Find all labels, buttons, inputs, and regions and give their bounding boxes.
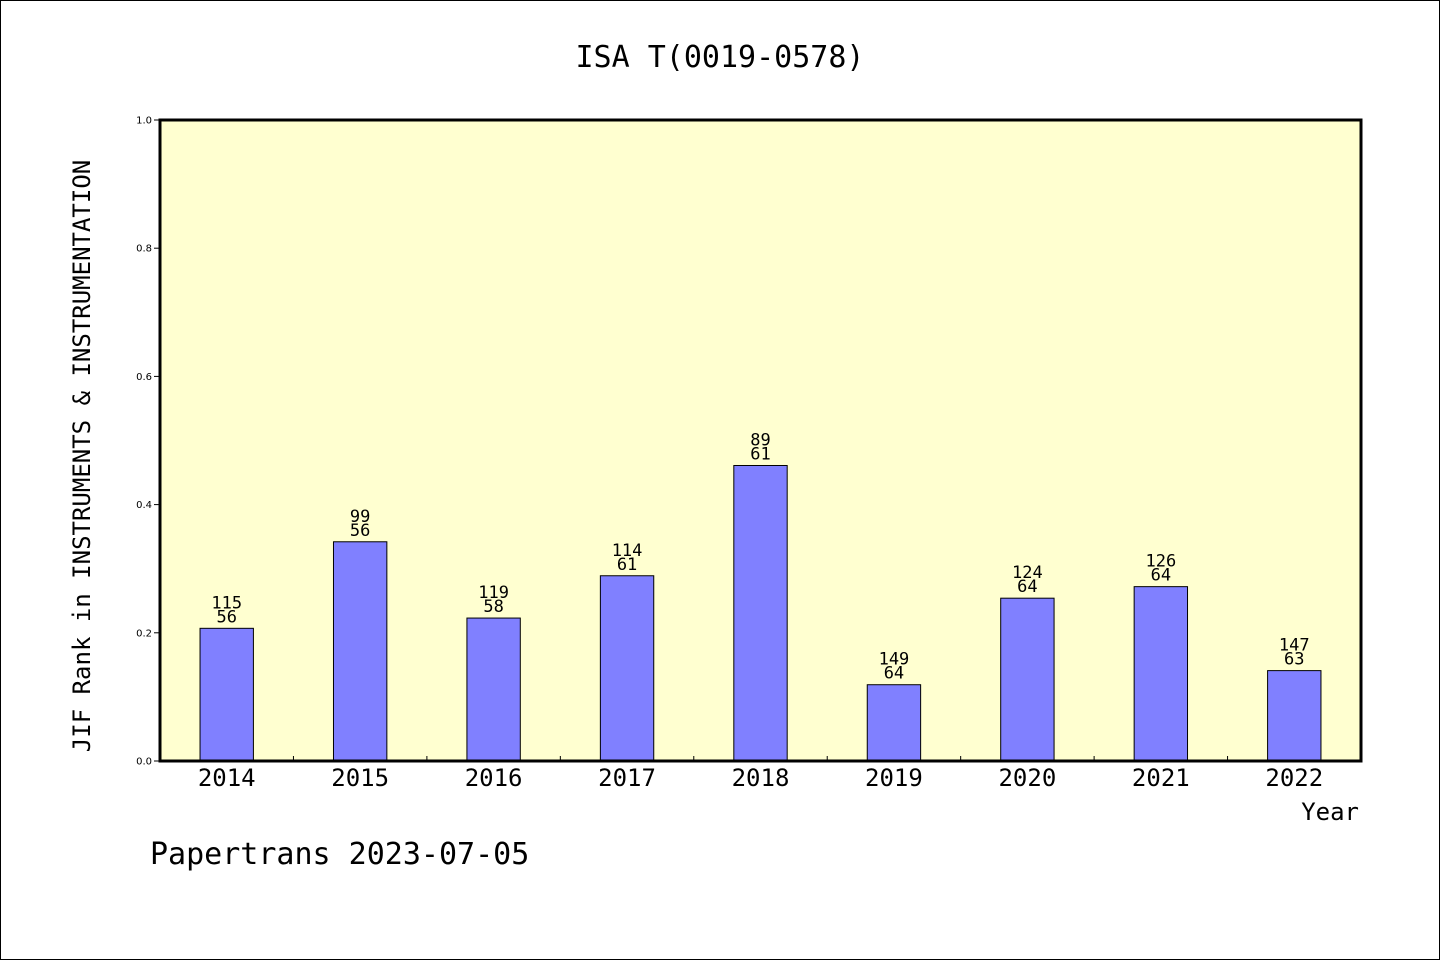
bar-label-rank-2019: 64 (884, 664, 904, 684)
bar-label-rank-2021: 64 (1151, 566, 1171, 586)
y-axis-label: JIF Rank in INSTRUMENTS & INSTRUMENTATIO… (68, 160, 96, 752)
x-axis-label: Year (1301, 798, 1359, 826)
bar-labels-group: 1155699561195811461896114964124641266414… (211, 430, 1309, 683)
bar-label-rank-2015: 56 (350, 521, 370, 541)
bar-label-rank-2014: 56 (216, 607, 236, 627)
bar-label-total-2015: 99 (350, 507, 370, 527)
bar-label-total-2014: 115 (211, 593, 242, 613)
footer-credit: Papertrans 2023-07-05 (150, 837, 529, 872)
bar-label-rank-2018: 61 (750, 444, 770, 464)
x-tick-label-2021: 2021 (1132, 764, 1190, 792)
x-tick-label-2018: 2018 (732, 764, 790, 792)
bar-2019 (866, 684, 922, 762)
x-tick-label-2019: 2019 (865, 764, 923, 792)
y-tick-label-4: 0.8 (136, 244, 152, 255)
bar-2021 (1133, 586, 1189, 762)
bar-2014 (199, 627, 254, 762)
x-axis-ticks: 2014 2015 2016 2017 2018 2019 2020 2021 2022 (198, 756, 1323, 792)
bar-label-rank-2016: 58 (483, 597, 503, 617)
bar-label-total-2016: 119 (478, 583, 509, 603)
y-tick-label-0: 0.0 (136, 757, 152, 768)
bar-label-rank-2017: 61 (617, 555, 637, 575)
bar-2022 (1267, 670, 1322, 762)
bar-label-total-2022: 147 (1279, 636, 1310, 656)
bar-2015 (332, 541, 388, 762)
bars-group (199, 464, 1322, 762)
x-tick-label-2014: 2014 (198, 764, 256, 792)
plot-border (158, 118, 1363, 763)
bar-label-rank-2022: 63 (1284, 650, 1304, 670)
bar-2016 (466, 617, 521, 762)
x-tick-label-2020: 2020 (998, 764, 1056, 792)
y-axis-ticks: 0.0 0.2 0.4 0.6 0.8 1.0 (136, 116, 160, 768)
bar-label-total-2018: 89 (750, 430, 770, 450)
bar-label-total-2021: 126 (1145, 552, 1176, 572)
y-tick-label-3: 0.6 (136, 372, 152, 383)
y-tick-label-5: 1.0 (136, 116, 152, 127)
bar-label-total-2017: 114 (612, 541, 643, 561)
bar-2017 (599, 575, 655, 762)
bar-label-total-2020: 124 (1012, 563, 1043, 583)
x-tick-label-2015: 2015 (331, 764, 389, 792)
x-tick-label-2022: 2022 (1265, 764, 1323, 792)
y-tick-label-2: 0.4 (136, 500, 152, 511)
bar-2020 (1000, 597, 1055, 762)
bar-label-total-2019: 149 (879, 650, 910, 670)
bar-2018 (733, 464, 788, 762)
x-tick-label-2017: 2017 (598, 764, 656, 792)
bar-label-rank-2020: 64 (1017, 577, 1037, 597)
x-tick-label-2016: 2016 (465, 764, 523, 792)
chart-title: ISA T(0019-0578) (576, 40, 865, 75)
y-tick-label-1: 0.2 (136, 628, 152, 639)
